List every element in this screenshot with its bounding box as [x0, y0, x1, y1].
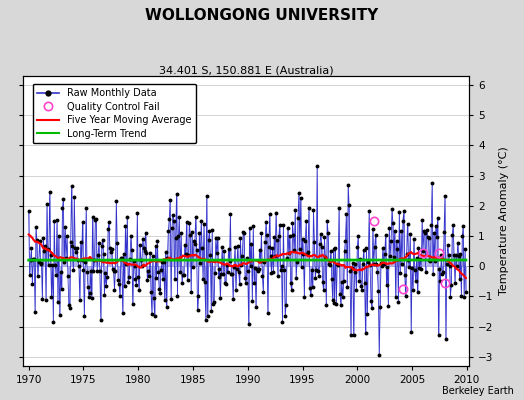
Text: Berkeley Earth: Berkeley Earth — [442, 386, 514, 396]
Title: 34.401 S, 150.881 E (Australia): 34.401 S, 150.881 E (Australia) — [159, 65, 333, 75]
Text: WOLLONGONG UNIVERSITY: WOLLONGONG UNIVERSITY — [145, 8, 379, 23]
Y-axis label: Temperature Anomaly (°C): Temperature Anomaly (°C) — [499, 146, 509, 295]
Legend: Raw Monthly Data, Quality Control Fail, Five Year Moving Average, Long-Term Tren: Raw Monthly Data, Quality Control Fail, … — [32, 84, 196, 144]
